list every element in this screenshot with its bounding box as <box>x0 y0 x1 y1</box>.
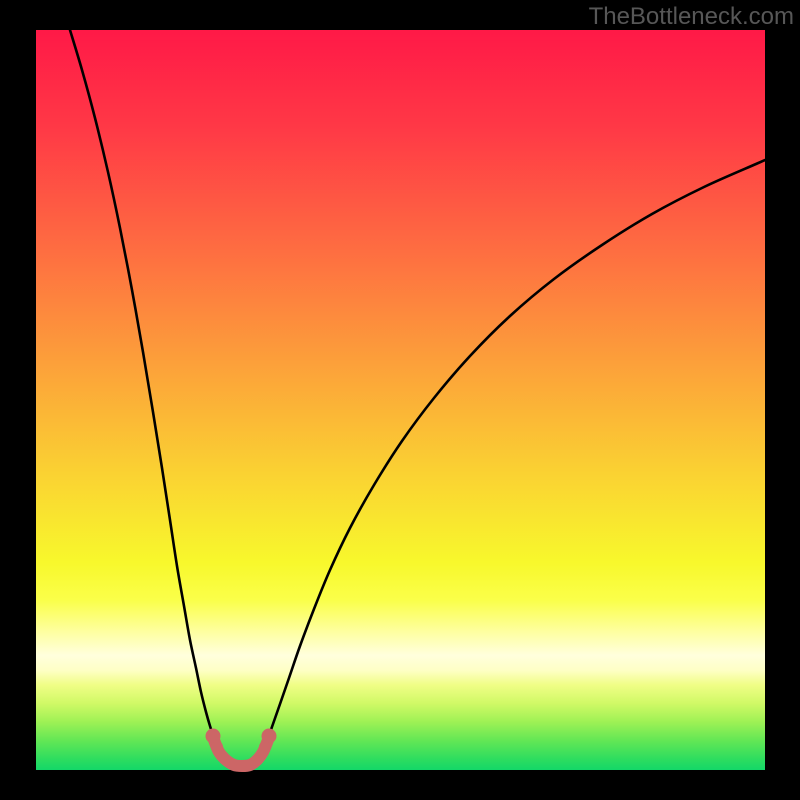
plot-background <box>36 30 765 770</box>
watermark-text: TheBottleneck.com <box>589 3 794 31</box>
chart-canvas: TheBottleneck.com <box>0 0 800 800</box>
bottleneck-chart <box>0 0 800 800</box>
